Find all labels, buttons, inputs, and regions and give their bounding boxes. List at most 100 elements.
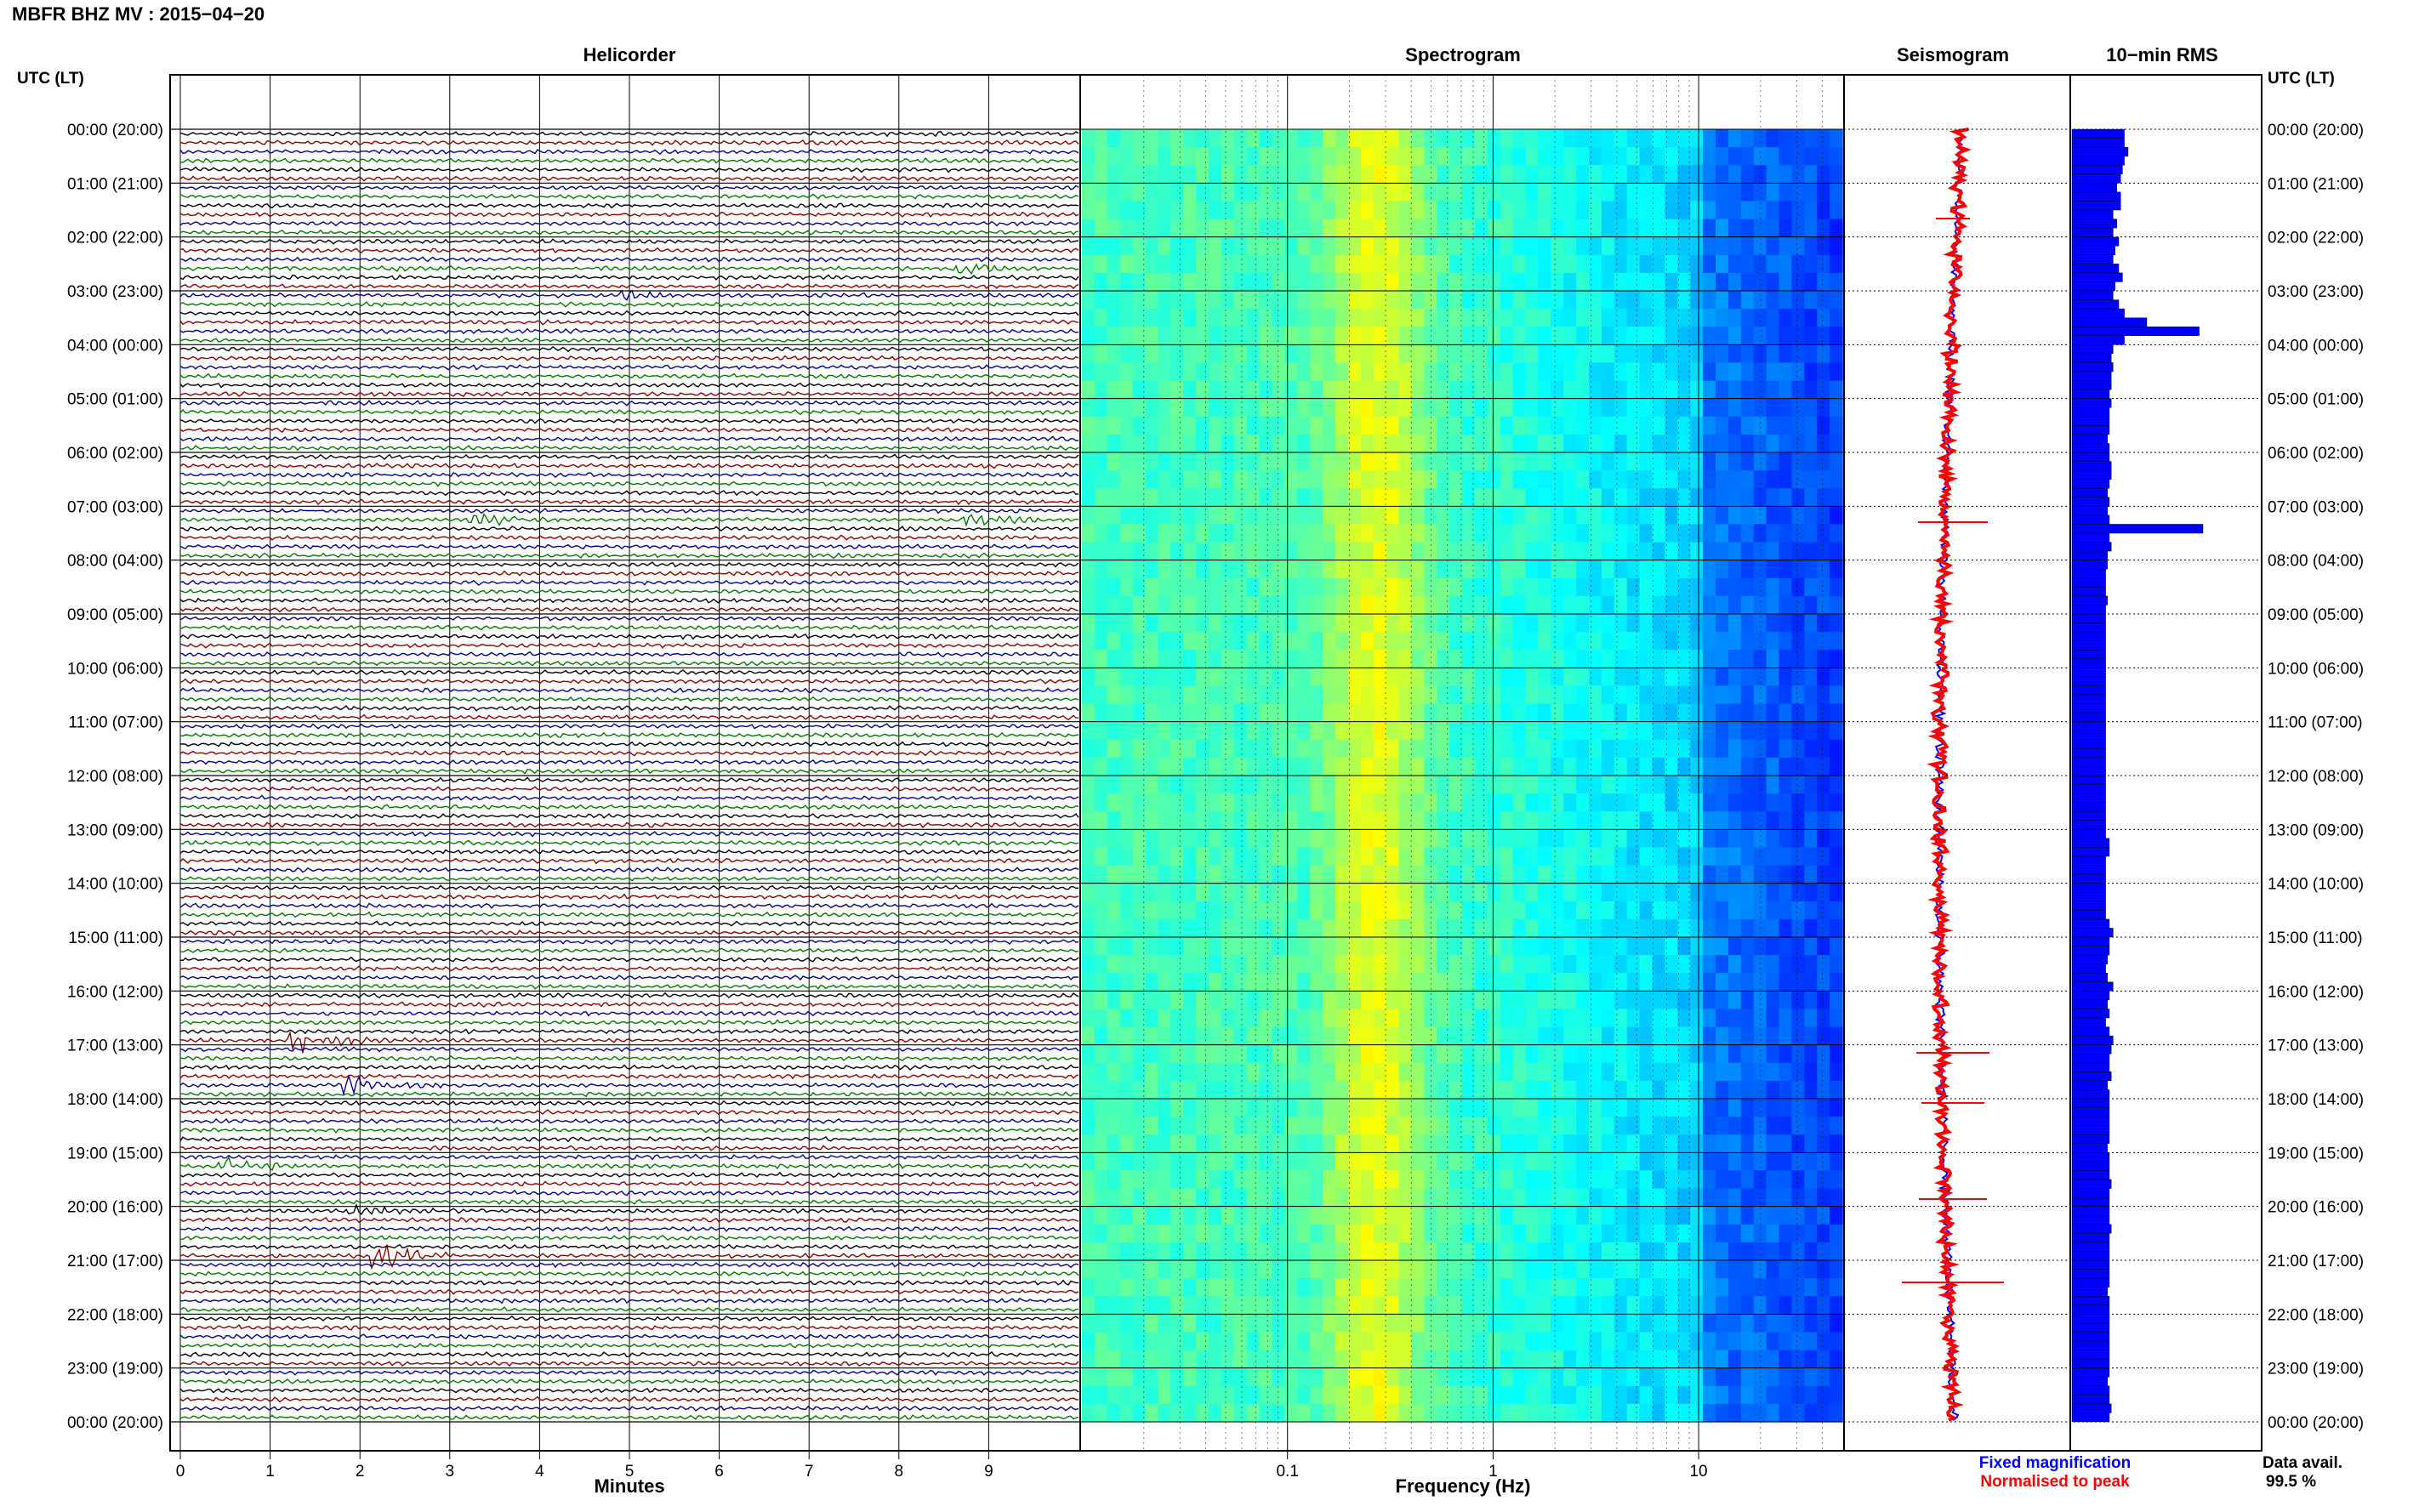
spectrogram-cell (1589, 327, 1602, 345)
spectrogram-cell (1677, 937, 1691, 956)
spectrogram-cell (1665, 776, 1679, 794)
spectrogram-cell (1107, 1332, 1121, 1351)
spectrogram-cell (1500, 918, 1514, 938)
rms-bar (2071, 946, 2110, 956)
spectrogram-cell (1626, 918, 1641, 938)
spectrogram-cell (1145, 506, 1159, 525)
spectrogram-cell (1779, 650, 1793, 668)
spectrogram-cell (1233, 1117, 1248, 1135)
spectrogram-cell (1804, 165, 1818, 184)
helicorder-trace-line (180, 1064, 1079, 1071)
spectrogram-cell (1474, 829, 1488, 848)
spectrogram-cell (1107, 1152, 1121, 1171)
spectrogram-cell (1538, 1260, 1552, 1279)
spectrogram-cell (1830, 918, 1843, 938)
spectrogram-cell (1373, 937, 1387, 956)
spectrogram-cell (1373, 201, 1387, 220)
spectrogram-cell (1690, 937, 1704, 956)
spectrogram-cell (1259, 1117, 1273, 1135)
helicorder-trace-line (179, 1287, 1079, 1295)
spectrogram-cell (1576, 1026, 1590, 1046)
spectrogram-cell (1500, 650, 1514, 668)
spectrogram-cell (1323, 219, 1336, 238)
spectrogram-cell (1601, 201, 1615, 220)
spectrogram-cell (1373, 1170, 1387, 1190)
spectrogram-cell (1626, 883, 1641, 902)
helicorder-trace-line (179, 1387, 1079, 1395)
spectrogram-cell (1766, 470, 1780, 489)
spectrogram-cell (1449, 811, 1463, 830)
spectrogram-cell (1525, 883, 1540, 902)
spectrogram-cell (1830, 1062, 1843, 1082)
spectrogram-cell (1297, 1026, 1311, 1046)
spectrogram-cell (1804, 129, 1818, 148)
spectrogram-cell (1601, 183, 1615, 202)
spectrogram-cell (1830, 865, 1843, 884)
spectrogram-cell (1259, 236, 1273, 256)
spectrogram-cell (1196, 1026, 1210, 1046)
spectrogram-cell (1462, 362, 1476, 382)
spectrogram-cell (1246, 668, 1261, 686)
spectrogram-cell (1690, 1242, 1704, 1261)
spectrogram-cell (1563, 1242, 1577, 1261)
spectrogram-cell (1209, 327, 1222, 345)
spectrogram-cell (1259, 793, 1273, 812)
spectrogram-cell (1183, 291, 1197, 310)
spectrogram-cell (1246, 1099, 1261, 1117)
spectrogram-cell (1563, 327, 1577, 345)
rms-bar (2071, 1385, 2110, 1395)
spectrogram-cell (1411, 1242, 1426, 1261)
spectrogram-cell (1209, 309, 1222, 327)
spectrogram-cell (1639, 560, 1653, 579)
spectrogram-cell (1437, 865, 1450, 884)
spectrogram-cell (1703, 703, 1716, 723)
spectrogram-cell (1538, 1296, 1552, 1315)
spectrogram-cell (1462, 147, 1476, 166)
spectrogram-cell (1183, 219, 1197, 238)
spectrogram-cell (1487, 685, 1501, 705)
spectrogram-cell (1310, 721, 1323, 741)
spectrogram-cell (1474, 129, 1488, 148)
spectrogram-cell (1082, 362, 1096, 382)
hour-label-right: 22:00 (18:00) (2268, 1306, 2364, 1324)
spectrogram-cell (1437, 1206, 1450, 1225)
spectrogram-cell (1690, 811, 1704, 830)
spectrogram-cell (1158, 668, 1172, 686)
spectrogram-cell (1284, 1242, 1299, 1261)
spectrogram-cell (1525, 201, 1540, 220)
spectrogram-cell (1677, 757, 1691, 776)
spectrogram-cell (1601, 1278, 1615, 1297)
spectrogram-cell (1183, 1403, 1197, 1423)
spectrogram-cell (1386, 506, 1400, 525)
spectrogram-cell (1107, 560, 1121, 579)
spectrogram-cell (1766, 129, 1780, 148)
spectrogram-cell (1424, 847, 1437, 867)
spectrogram-cell (1462, 577, 1476, 597)
spectrogram-cell (1323, 883, 1336, 902)
spectrogram-cell (1830, 577, 1843, 597)
spectrogram-cell (1373, 272, 1387, 292)
spectrogram-cell (1740, 1314, 1755, 1333)
spectrogram-cell (1233, 1350, 1248, 1369)
frequency-tick-label: 1 (1488, 1463, 1498, 1481)
spectrogram-cell (1791, 973, 1806, 992)
spectrogram-cell (1538, 219, 1552, 238)
spectrogram-cell (1297, 757, 1311, 776)
helicorder-trace-line (179, 929, 1079, 936)
spectrogram-cell (1107, 254, 1121, 274)
helicorder-trace-line (179, 435, 1079, 442)
spectrogram-cell (1107, 1403, 1121, 1423)
spectrogram-cell (1246, 362, 1261, 382)
spectrogram-cell (1335, 380, 1349, 400)
spectrogram-cell (1335, 1080, 1349, 1100)
spectrogram-cell (1589, 1332, 1602, 1351)
spectrogram-cell (1626, 344, 1641, 363)
spectrogram-cell (1424, 1009, 1437, 1028)
spectrogram-cell (1170, 183, 1184, 202)
spectrogram-cell (1525, 398, 1540, 418)
spectrogram-cell (1082, 1332, 1096, 1351)
spectrogram-cell (1284, 506, 1299, 525)
spectrogram-cell (1462, 739, 1476, 759)
spectrogram-cell (1107, 937, 1121, 956)
spectrogram-cell (1323, 165, 1336, 184)
